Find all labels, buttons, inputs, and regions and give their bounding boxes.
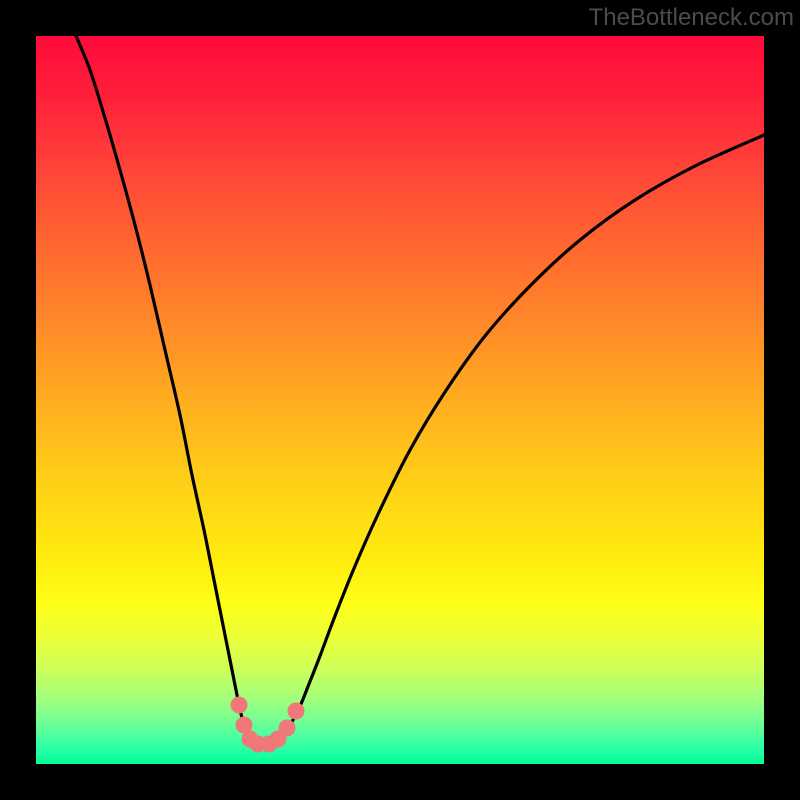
watermark-label: TheBottleneck.com (589, 4, 794, 31)
chart-frame: TheBottleneck.com (0, 0, 800, 800)
watermark-text: TheBottleneck.com (589, 4, 794, 32)
gradient-plot-area (36, 36, 764, 764)
